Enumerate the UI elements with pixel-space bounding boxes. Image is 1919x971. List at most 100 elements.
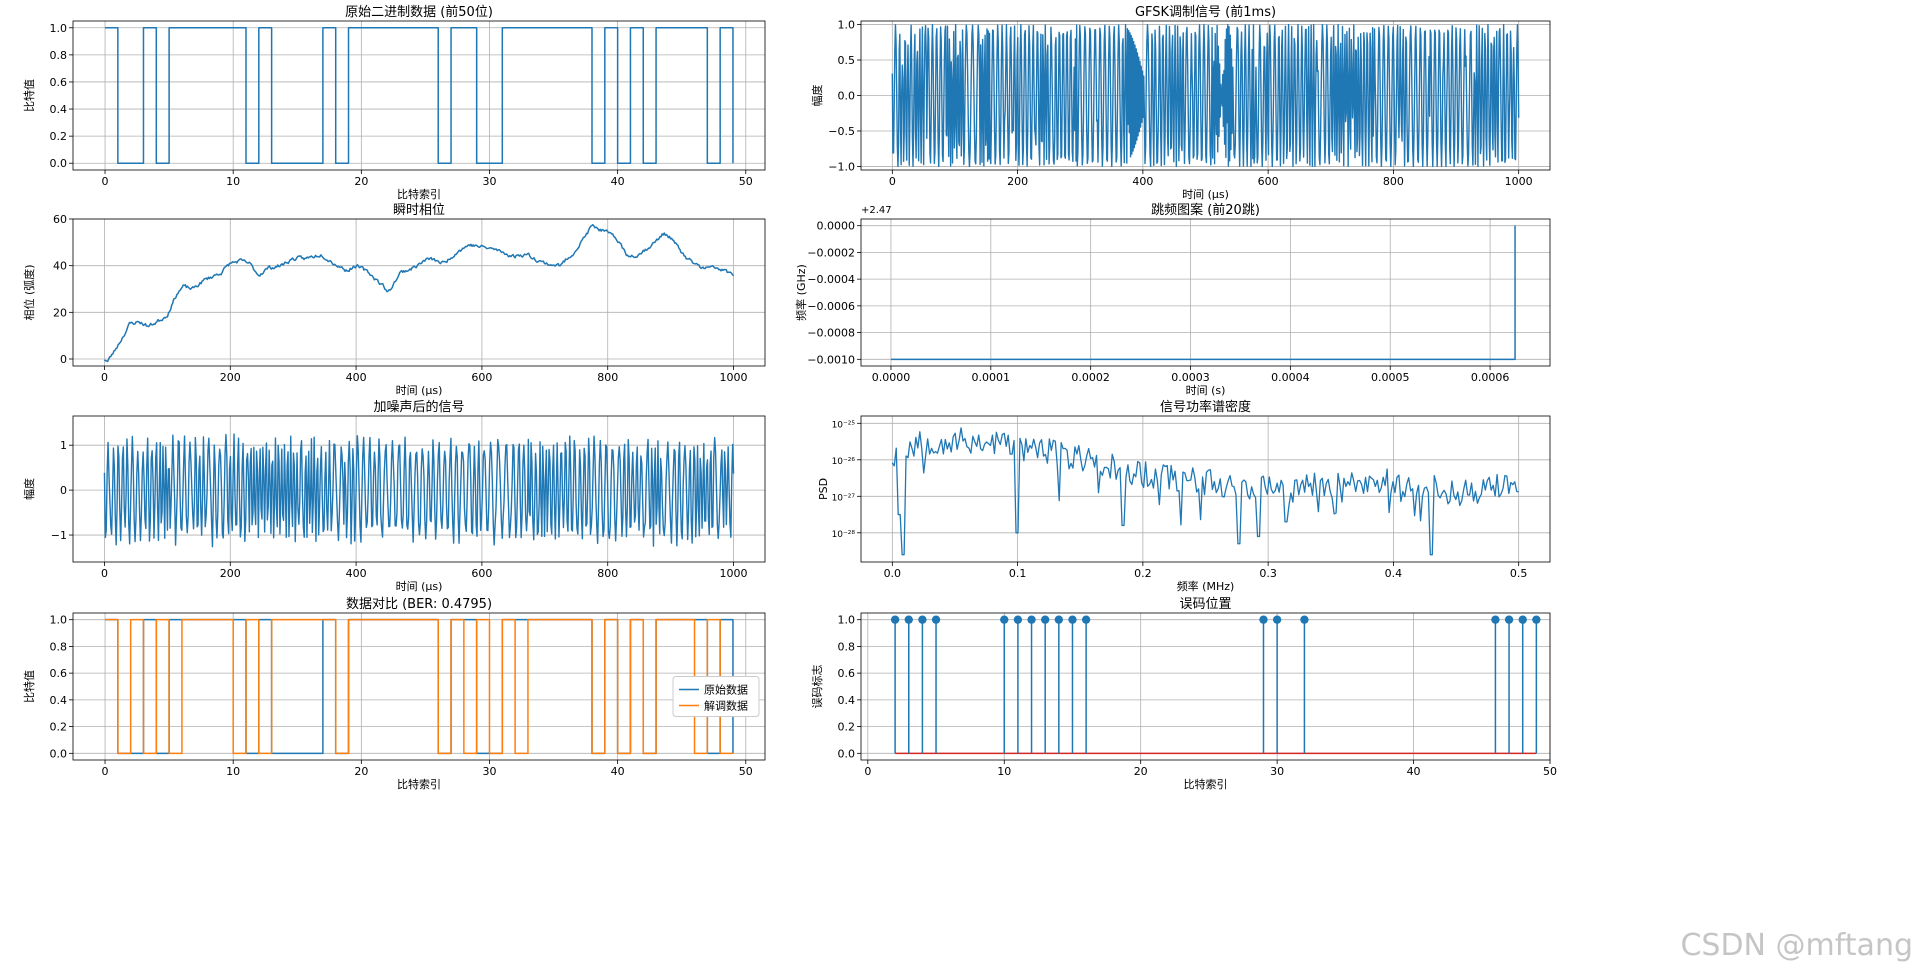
x-tick-label: 40 [611, 175, 625, 188]
gridlines [861, 416, 1550, 562]
x-tick-label: 1000 [720, 371, 748, 384]
series-解调数据 [105, 618, 733, 755]
y-tick-label: 10⁻²⁵ [832, 420, 856, 430]
gridlines [73, 218, 765, 366]
x-tick-label: 30 [482, 765, 496, 778]
x-axis-label: 时间 (s) [1186, 384, 1226, 397]
y-tick-label: 0 [60, 353, 67, 366]
signal-line [103, 433, 735, 548]
x-tick-label: 600 [471, 371, 492, 384]
y-tick-label: 20 [53, 306, 67, 319]
series-原始数据 [105, 618, 734, 755]
x-tick-label: 800 [597, 371, 618, 384]
y-tick-label: 0.8 [50, 49, 68, 62]
x-axis-label: 频率 (MHz) [1177, 579, 1235, 593]
legend-label: 原始数据 [704, 683, 748, 697]
y-tick-label: 0.0 [838, 90, 856, 103]
plot-area [890, 225, 1516, 361]
stem-marker [1518, 615, 1527, 624]
legend-box [672, 676, 760, 717]
axes-hop: 0.0000 0.0001 0.0002 0.0003 0.0004 0.0005 0.00… [794, 202, 1551, 397]
legend-label: 解调数据 [704, 699, 748, 713]
series-原始数据 [105, 27, 734, 164]
y-tick-label: −1 [51, 529, 67, 542]
x-tick-label: 400 [1132, 175, 1153, 188]
x-tick-label: 1000 [1505, 175, 1533, 188]
gridlines [861, 219, 1550, 366]
y-tick-label: −0.0006 [807, 300, 855, 313]
x-tick-label: 0.0006 [1471, 371, 1510, 384]
y-tick-label: 0.2 [50, 130, 68, 143]
plot-area [105, 27, 734, 164]
y-axis-label: 比特值 [22, 670, 36, 703]
plot-area [890, 615, 1541, 755]
y-tick-label: 0.2 [50, 721, 68, 734]
y-tick-label: 0.4 [50, 694, 68, 707]
x-tick-label: 0.0004 [1271, 371, 1310, 384]
chart-title: 误码位置 [1179, 597, 1231, 612]
x-axis-label: 比特索引 [397, 777, 441, 791]
x-tick-label: 0 [889, 175, 896, 188]
x-tick-label: 800 [1383, 175, 1404, 188]
x-axis-label: 时间 (μs) [396, 384, 443, 397]
y-axis-label: PSD [817, 478, 830, 500]
stem-marker [1491, 615, 1500, 624]
y-tick-label: 0.2 [838, 721, 856, 734]
stem-marker [1027, 615, 1036, 624]
stem-marker [1504, 615, 1514, 624]
chart-title: 加噪声后的信号 [373, 399, 464, 415]
y-tick-label: 0.0 [50, 747, 68, 760]
axes-psd: 0.0 0.1 0.2 0.3 0.4 0.5 10⁻²⁵ 10⁻²⁶ 10⁻²⁷ 10⁻²⁸ 信号… [817, 399, 1551, 593]
y-tick-label: −0.5 [828, 125, 855, 138]
offset-text: +2.47 [861, 205, 892, 216]
stem-marker [931, 615, 941, 624]
y-axis-label: 幅度 [22, 478, 36, 500]
y-axis-label: 比特值 [22, 79, 36, 112]
stem-marker [1000, 615, 1009, 624]
chart-title: GFSK调制信号 (前1ms) [1135, 4, 1276, 20]
y-axis-label: 误码标志 [810, 665, 824, 709]
x-tick-label: 0 [101, 567, 108, 580]
x-tick-label: 0.0000 [872, 371, 911, 384]
chart-title: 瞬时相位 [393, 203, 445, 218]
axes-frame [860, 415, 1551, 563]
axes-bits: 0 10 20 30 40 50 0.0 0.2 0.4 0.6 0.8 1.0 原始二进制数据 (前5… [22, 4, 766, 201]
plot-area [105, 618, 734, 755]
y-tick-label: 0.8 [838, 640, 856, 653]
y-axis-label: 幅度 [810, 85, 824, 107]
stem-marker [1013, 615, 1023, 624]
gridlines [861, 613, 1551, 760]
chart-title: 信号功率谱密度 [1160, 399, 1251, 415]
x-tick-label: 600 [1258, 175, 1279, 188]
x-axis-label: 时间 (μs) [1182, 188, 1229, 201]
x-tick-label: 0.0 [884, 567, 902, 580]
x-tick-label: 30 [482, 175, 496, 188]
plot-area [103, 433, 735, 548]
x-tick-label: 0.5 [1510, 567, 1528, 580]
y-tick-label: 10⁻²⁷ [832, 493, 856, 503]
x-tick-label: 0.0002 [1071, 371, 1110, 384]
axes-frame [72, 612, 766, 761]
y-tick-label: −0.0008 [807, 327, 855, 340]
stem-marker [1272, 615, 1282, 624]
x-tick-label: 0.0001 [972, 371, 1011, 384]
x-tick-label: 50 [1543, 765, 1557, 778]
x-tick-label: 0.2 [1134, 567, 1152, 580]
y-tick-label: 0.5 [838, 54, 856, 67]
y-tick-label: 1.0 [838, 19, 856, 32]
chart-title: 跳频图案 (前20跳) [1151, 202, 1260, 218]
stem-marker [1259, 615, 1268, 624]
x-tick-label: 0.3 [1259, 567, 1277, 580]
stem-marker [1054, 615, 1064, 624]
axes-frame [860, 20, 1551, 171]
x-tick-label: 10 [226, 175, 240, 188]
x-tick-label: 0.4 [1385, 567, 1403, 580]
y-tick-label: 0.6 [838, 667, 856, 680]
y-tick-label: 1.0 [50, 614, 68, 627]
y-axis-label: 相位 (弧度) [22, 264, 36, 320]
y-tick-label: 0.4 [50, 103, 68, 116]
y-tick-label: 0.0000 [817, 220, 856, 233]
x-tick-label: 40 [611, 765, 625, 778]
x-tick-label: 10 [226, 765, 240, 778]
